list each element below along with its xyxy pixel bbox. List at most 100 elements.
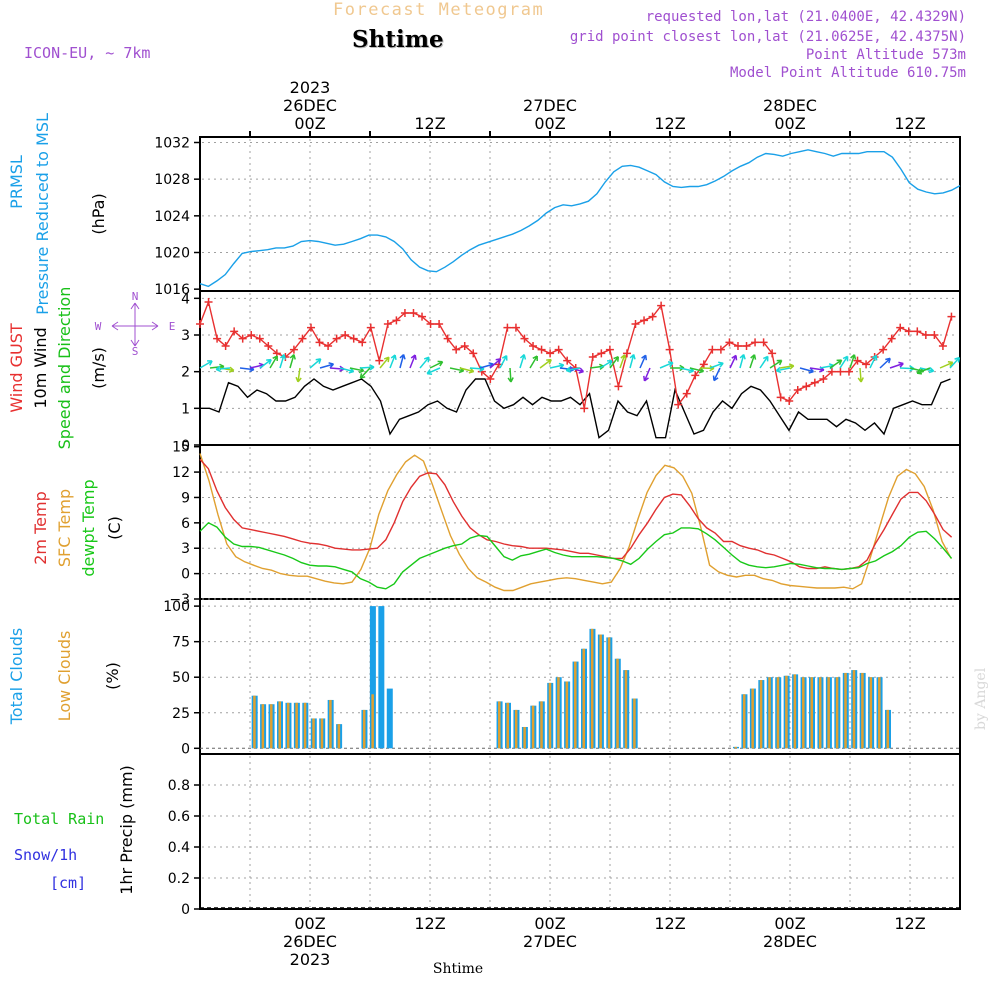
- watermark-by-angel: by Angel: [973, 667, 989, 730]
- ytick-label-temperature: 3: [181, 541, 190, 557]
- gust-marker: [563, 356, 572, 365]
- forecast-meteogram-title: Forecast Meteogram: [333, 0, 545, 20]
- gust-marker: [648, 312, 657, 321]
- 10m-wind-label: 10m Wind: [31, 327, 50, 408]
- gust-marker: [418, 312, 427, 321]
- gust-marker: [810, 378, 819, 387]
- gust-marker: [332, 334, 341, 343]
- gust-marker: [469, 349, 478, 358]
- low-clouds-bar: [261, 704, 265, 749]
- low-clouds-bar: [303, 702, 307, 749]
- wind-direction-arrow: [849, 354, 857, 369]
- low-clouds-bar: [768, 677, 771, 749]
- wind-direction-arrow: [259, 358, 272, 369]
- gust-marker: [289, 345, 298, 354]
- wind-direction-arrow: [399, 353, 406, 369]
- ytick-label-precip: 0: [181, 902, 190, 918]
- gust-marker: [913, 327, 922, 336]
- low-clouds-bar: [869, 677, 873, 749]
- wind-direction-arrow: [507, 367, 514, 383]
- gust-marker: [358, 338, 367, 347]
- ytick-label-temperature: 0: [181, 567, 190, 583]
- wind-direction-arrow: [295, 367, 302, 383]
- low-clouds-bar: [878, 677, 881, 749]
- low-clouds-bar: [320, 718, 324, 749]
- low-clouds-bar: [734, 746, 737, 749]
- gust-marker: [204, 298, 213, 306]
- ytick-label-precip: 0.6: [168, 809, 190, 825]
- wind-units-label: (m/s): [89, 347, 108, 389]
- station-title: Shtime: [352, 26, 444, 53]
- ytick-label-clouds: 25: [172, 706, 190, 722]
- gust-marker: [836, 367, 845, 376]
- low-clouds-bar: [742, 694, 746, 749]
- ytick-label-pressure: 1028: [154, 172, 190, 188]
- gust-marker: [298, 334, 307, 343]
- wind-direction-arrow: [419, 356, 430, 369]
- wind-direction-arrow: [709, 361, 724, 369]
- low-clouds-bar: [371, 694, 374, 749]
- ytick-label-wind: 3: [181, 328, 190, 344]
- gust-marker: [631, 320, 640, 328]
- gust-marker: [725, 338, 734, 347]
- gust-marker: [819, 375, 828, 383]
- total-clouds-bar: [378, 606, 385, 749]
- gust-marker: [264, 342, 273, 350]
- gust-marker: [213, 334, 222, 343]
- low-clouds-bar: [624, 670, 628, 749]
- compass-arrows-icon: [111, 302, 159, 347]
- low-clouds-bar: [498, 701, 501, 749]
- gust-marker: [657, 301, 666, 310]
- wind-direction-arrow: [639, 354, 648, 369]
- panel-frame-pressure: [199, 136, 961, 292]
- x-bottom-label: 00Z: [534, 914, 565, 933]
- gust-marker: [255, 334, 264, 343]
- gust-marker: [699, 360, 708, 369]
- ytick-label-clouds: 100: [163, 599, 190, 615]
- gust-marker: [546, 349, 555, 358]
- low-clouds-bar: [835, 677, 839, 749]
- x-top-label: 00Z: [774, 114, 805, 133]
- low-clouds-bar: [557, 677, 560, 749]
- low-clouds-bar: [312, 718, 315, 749]
- wind-direction-arrow: [712, 367, 721, 382]
- low-clouds-bar: [861, 672, 864, 749]
- ytick-label-pressure: 1020: [154, 246, 190, 262]
- wind-direction-arrow: [729, 354, 738, 369]
- wind-direction-arrow: [565, 366, 581, 373]
- clouds-units-label: (%): [103, 662, 122, 690]
- low-clouds-bar: [253, 695, 256, 749]
- x-top-label: 00Z: [534, 114, 565, 133]
- dewpt-temp-label: dewpt Temp: [79, 479, 98, 576]
- gust-marker: [588, 353, 597, 361]
- wind-direction-arrow: [429, 360, 444, 369]
- total-rain-label: Total Rain: [14, 810, 104, 828]
- wind-direction-arrow: [539, 358, 552, 369]
- low-clouds-bar: [599, 634, 602, 749]
- wind-direction-arrow: [829, 359, 843, 369]
- gust-marker: [665, 345, 674, 354]
- snow-cm-label: [cm]: [50, 874, 86, 892]
- wind-direction-arrow: [643, 367, 651, 382]
- wind-gust-label: Wind GUST: [7, 323, 26, 413]
- compass-n: N: [132, 290, 139, 303]
- wind-direction-arrow: [289, 354, 296, 369]
- gust-marker: [896, 323, 905, 332]
- 10m-wind-line: [200, 378, 951, 439]
- gust-marker: [716, 345, 725, 354]
- x-bottom-label: 12Z: [654, 914, 685, 933]
- low-clouds-bar: [751, 688, 754, 749]
- gust-marker: [605, 345, 614, 354]
- gust-marker: [366, 323, 375, 332]
- gust-marker: [904, 327, 913, 336]
- gust-marker: [844, 367, 853, 376]
- ytick-label-wind: 0: [181, 438, 190, 454]
- compass-w: W: [95, 320, 102, 333]
- gust-marker: [443, 334, 452, 343]
- point-altitude: Point Altitude 573m: [805, 47, 966, 63]
- pressure-msl-label: Pressure Reduced to MSL: [33, 113, 52, 315]
- gust-marker: [486, 375, 495, 383]
- x-top-label: 12Z: [654, 114, 685, 133]
- wind-direction-arrow: [609, 356, 620, 369]
- watermark-text: by Angel: [973, 667, 989, 730]
